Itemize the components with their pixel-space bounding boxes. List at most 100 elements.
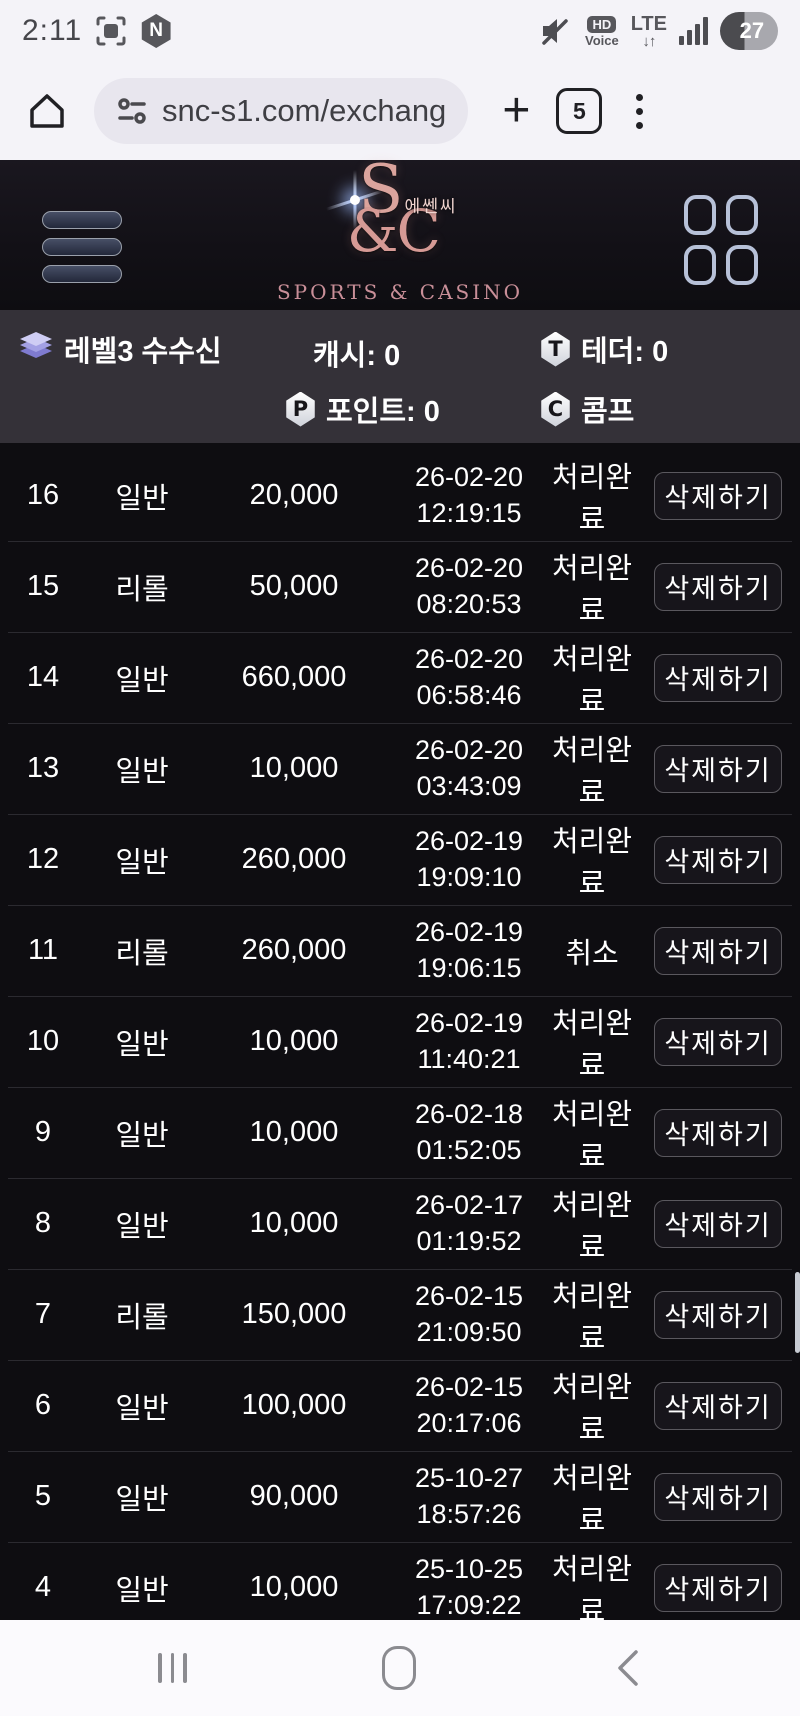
exchange-datetime: 26-02-19 11:40:21 (414, 1008, 524, 1074)
table-row: 15 리롤 50,000 26-02-20 08:20:53 처리완료 삭제하기 (0, 541, 800, 632)
exchange-type: 일반 (115, 664, 169, 697)
point-icon: P (286, 391, 315, 427)
url-bar[interactable]: snc-s1.com/exchang (94, 78, 469, 144)
n-app-notification-icon: N (141, 14, 171, 48)
row-number: 15 (26, 570, 60, 602)
table-row: 5 일반 90,000 25-10-27 18:57:26 처리완료 삭제하기 (0, 1451, 800, 1542)
recent-apps-button[interactable] (158, 1653, 187, 1683)
exchange-type: 일반 (115, 1574, 169, 1607)
delete-button[interactable]: 삭제하기 (654, 835, 782, 884)
exchange-amount: 20,000 (249, 479, 339, 511)
delete-button[interactable]: 삭제하기 (654, 1472, 782, 1521)
status-label: 처리완료 (551, 1553, 633, 1621)
exchange-amount: 50,000 (249, 570, 339, 602)
home-button[interactable] (26, 90, 68, 132)
scrollbar-thumb[interactable] (795, 1272, 800, 1353)
row-number: 4 (34, 1571, 52, 1603)
status-label: 처리완료 (551, 1098, 633, 1173)
delete-button[interactable]: 삭제하기 (654, 1563, 782, 1612)
apps-grid-button[interactable] (684, 195, 758, 285)
delete-button[interactable]: 삭제하기 (654, 562, 782, 611)
exchange-type: 일반 (115, 755, 169, 788)
row-number: 10 (26, 1025, 60, 1057)
exchange-amount: 90,000 (249, 1480, 339, 1512)
exchange-type: 리롤 (115, 573, 169, 606)
exchange-amount: 660,000 (241, 661, 347, 693)
delete-button[interactable]: 삭제하기 (654, 1381, 782, 1430)
row-number: 9 (34, 1116, 52, 1148)
status-label: 처리완료 (551, 643, 633, 718)
row-number: 16 (26, 479, 60, 511)
exchange-amount: 260,000 (241, 934, 347, 966)
delete-button[interactable]: 삭제하기 (654, 653, 782, 702)
screenshot-notification-icon (94, 14, 128, 48)
row-number: 7 (34, 1298, 52, 1330)
exchange-datetime: 26-02-20 12:19:15 (414, 462, 524, 528)
exchange-type: 일반 (115, 1392, 169, 1425)
exchange-amount: 100,000 (241, 1389, 347, 1421)
exchange-datetime: 26-02-19 19:09:10 (414, 826, 524, 892)
status-label: 처리완료 (551, 1189, 633, 1264)
row-number: 11 (27, 934, 59, 966)
exchange-datetime: 26-02-18 01:52:05 (414, 1099, 524, 1165)
table-row: 11 리롤 260,000 26-02-19 19:06:15 취소 삭제하기 (0, 905, 800, 996)
row-number: 8 (34, 1207, 52, 1239)
logo-korean-text: 에쎈씨 (404, 197, 458, 217)
exchange-datetime: 25-10-27 18:57:26 (414, 1463, 524, 1529)
row-number: 12 (26, 843, 60, 875)
url-text[interactable]: snc-s1.com/exchang (162, 93, 447, 128)
exchange-datetime: 26-02-20 08:20:53 (414, 553, 524, 619)
delete-button[interactable]: 삭제하기 (654, 926, 782, 975)
row-number: 13 (26, 752, 60, 784)
battery-indicator: 27 (720, 12, 778, 50)
delete-button[interactable]: 삭제하기 (654, 1290, 782, 1339)
android-home-button[interactable] (382, 1646, 417, 1690)
table-row: 9 일반 10,000 26-02-18 01:52:05 처리완료 삭제하기 (0, 1087, 800, 1178)
table-row: 12 일반 260,000 26-02-19 19:09:10 처리완료 삭제하기 (0, 814, 800, 905)
exchange-amount: 10,000 (249, 752, 339, 784)
browser-menu-button[interactable] (636, 93, 644, 129)
tab-switcher-button[interactable]: 5 (556, 88, 603, 134)
exchange-type: 일반 (115, 1119, 169, 1152)
exchange-amount: 150,000 (241, 1298, 347, 1330)
exchange-type: 일반 (115, 1483, 169, 1516)
tether-balance: T 테더: 0 (540, 328, 668, 370)
exchange-type: 일반 (115, 482, 169, 515)
site-settings-icon[interactable] (116, 95, 148, 127)
site-header: S &C 에쎈씨 SPORTS & CASINO (0, 157, 800, 310)
exchange-history-table: 16 일반 20,000 26-02-20 12:19:15 처리완료 삭제하기 … (0, 443, 800, 1620)
new-tab-button[interactable]: + (502, 84, 531, 137)
menu-button[interactable] (42, 211, 122, 283)
delete-button[interactable]: 삭제하기 (654, 744, 782, 793)
delete-button[interactable]: 삭제하기 (654, 1108, 782, 1157)
table-row: 14 일반 660,000 26-02-20 06:58:46 처리완료 삭제하기 (0, 632, 800, 723)
android-status-bar: 2:11 N HD Voice LTE ↓↑ 27 (0, 0, 800, 62)
delete-button[interactable]: 삭제하기 (654, 1199, 782, 1248)
status-label: 처리완료 (551, 552, 633, 627)
status-label: 처리완료 (551, 1371, 633, 1446)
row-number: 6 (34, 1389, 52, 1421)
exchange-datetime: 26-02-20 06:58:46 (414, 644, 524, 710)
status-label: 처리완료 (551, 734, 633, 809)
exchange-datetime: 26-02-15 20:17:06 (414, 1372, 524, 1438)
exchange-type: 일반 (115, 846, 169, 879)
status-label: 처리완료 (551, 825, 633, 900)
site-logo[interactable]: S &C 에쎈씨 SPORTS & CASINO (277, 157, 523, 305)
delete-button[interactable]: 삭제하기 (654, 471, 782, 520)
tether-icon: T (541, 331, 570, 367)
logo-monogram: S &C (346, 151, 441, 266)
account-info-bar: 레벨3 수수신 캐시: 0 T 테더: 0 P 포인트: 0 C 콤프 (0, 310, 800, 443)
status-label: 처리완료 (551, 461, 633, 536)
exchange-datetime: 26-02-15 21:09:50 (414, 1281, 524, 1347)
table-row: 4 일반 10,000 25-10-25 17:09:22 처리완료 삭제하기 (0, 1542, 800, 1620)
mute-icon (539, 14, 573, 48)
delete-button[interactable]: 삭제하기 (654, 1017, 782, 1066)
exchange-datetime: 25-10-25 17:09:22 (414, 1554, 524, 1620)
hd-voice-indicator: HD Voice (584, 15, 619, 48)
sparkle-decoration (325, 170, 385, 230)
table-row: 16 일반 20,000 26-02-20 12:19:15 처리완료 삭제하기 (0, 450, 800, 541)
back-button[interactable] (612, 1646, 642, 1690)
cash-balance: 캐시: 0 (313, 340, 401, 372)
table-row: 7 리롤 150,000 26-02-15 21:09:50 처리완료 삭제하기 (0, 1269, 800, 1360)
table-row: 8 일반 10,000 26-02-17 01:19:52 처리완료 삭제하기 (0, 1178, 800, 1269)
